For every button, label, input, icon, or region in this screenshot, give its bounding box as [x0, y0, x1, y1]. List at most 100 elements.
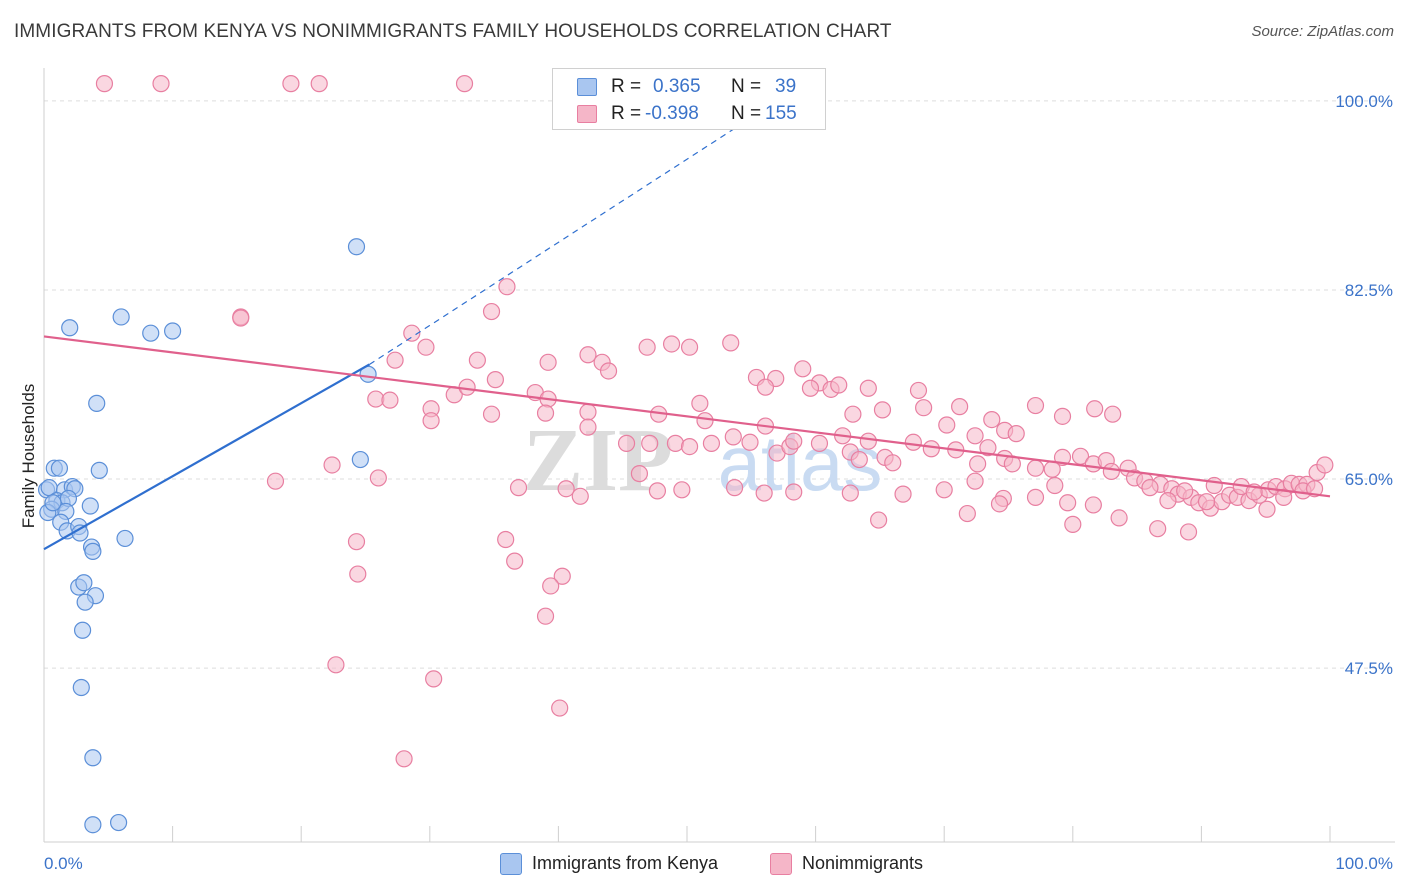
nonimmigrant-point [1059, 494, 1077, 512]
nonimmigrant-point [725, 479, 744, 497]
nonimmigrant-point [1141, 479, 1159, 497]
y-tick-label: 100.0% [1335, 92, 1393, 111]
axes [43, 68, 1395, 843]
nonimmigrant-point [232, 309, 250, 327]
kenya-point [81, 497, 99, 515]
nonimmigrant-point [641, 434, 659, 452]
legend-r-label: R = [611, 103, 642, 124]
kenya-point [112, 308, 130, 326]
nonimmigrant-point [425, 670, 443, 688]
nonimmigrant-point [509, 479, 528, 497]
nonimmigrant-point [1305, 480, 1324, 498]
nonimmigrant-point [794, 360, 812, 378]
kenya-point [116, 529, 134, 548]
nonimmigrant-point [403, 324, 421, 342]
nonimmigrant-point [551, 699, 569, 717]
nonimmigrant-point [1258, 500, 1276, 518]
tick-labels: 47.5% 65.0% 82.5% 100.0% 0.0% 100.0% [44, 92, 1393, 873]
kenya-point [84, 542, 102, 560]
nonimmigrant-point [841, 484, 859, 502]
nonimmigrant-point [1176, 482, 1194, 500]
nonimmigrant-point [915, 399, 933, 417]
nonimmigrant-point [497, 530, 515, 549]
nonimmigrant-point [539, 353, 557, 371]
nonimmigrant-point [579, 418, 597, 436]
nonimmigrant-point [935, 481, 953, 499]
watermark-zip: ZIP [523, 411, 673, 510]
kenya-point [164, 322, 182, 340]
kenya-point [347, 238, 366, 256]
nonimmigrant-point [1046, 476, 1064, 495]
nonimmigrant-point [691, 394, 709, 412]
legend-r-value: -0.398 [645, 103, 699, 124]
chart-title: IMMIGRANTS FROM KENYA VS NONIMMIGRANTS F… [14, 21, 892, 42]
series-nonimmigrants-points [95, 75, 1334, 768]
nonimmigrant-point [381, 391, 399, 409]
kenya-point [84, 816, 102, 834]
kenya-trend-extension [369, 93, 788, 365]
nonimmigrant-point [349, 565, 367, 583]
nonimmigrant-point [850, 450, 868, 469]
nonimmigrant-point [579, 403, 597, 421]
nonimmigrant-point [638, 338, 656, 356]
nonimmigrant-point [1159, 492, 1177, 510]
legend-n-value: 155 [765, 103, 797, 124]
legend-n-label: N = [731, 76, 762, 97]
y-tick-label: 47.5% [1345, 659, 1393, 678]
nonimmigrant-point [1205, 476, 1223, 495]
nonimmigrant-point [482, 302, 501, 321]
kenya-point [351, 450, 369, 469]
nonimmigrant-point [979, 439, 997, 457]
nonimmigrant-point [310, 75, 328, 93]
nonimmigrant-point [266, 472, 285, 490]
nonimmigrant-point [922, 440, 940, 458]
nonimmigrant-point [894, 485, 912, 503]
y-axis-label: Family Households [19, 384, 38, 529]
nonimmigrant-point [938, 416, 956, 434]
nonimmigrant-point [617, 434, 636, 452]
nonimmigrant-point [884, 454, 902, 472]
nonimmigrant-point [282, 75, 300, 93]
y-tick-label: 65.0% [1345, 470, 1393, 489]
x-tick-label-min: 0.0% [44, 854, 83, 873]
kenya-point [84, 749, 102, 767]
nonimmigrant-trend-line [43, 335, 1331, 498]
nonimmigrant-point [1053, 448, 1072, 467]
nonimmigrant-point [1064, 515, 1082, 533]
legend-swatch-blue [577, 78, 597, 96]
kenya-point [109, 813, 128, 832]
nonimmigrant-point [1026, 396, 1045, 415]
nonimmigrant-point [1179, 523, 1198, 541]
nonimmigrant-point [844, 405, 862, 423]
nonimmigrant-point [724, 428, 742, 446]
nonimmigrant-point [347, 533, 366, 551]
nonimmigrant-point [571, 487, 589, 505]
nonimmigrant-point [1053, 407, 1072, 425]
legend-swatch-pink [577, 105, 597, 123]
nonimmigrant-point [785, 483, 803, 501]
nonimmigrant-point [1110, 509, 1128, 527]
bottom-legend-swatch-pink [770, 853, 792, 875]
kenya-point [50, 459, 69, 477]
kenya-trend-line [43, 363, 370, 551]
nonimmigrant-point [666, 434, 685, 452]
kenya-point [72, 678, 90, 697]
nonimmigrant-point [966, 472, 984, 490]
nonimmigrant-point [506, 552, 524, 570]
nonimmigrant-point [741, 433, 759, 451]
legend-row-kenya: R = 0.365 N = 39 [553, 74, 825, 100]
nonimmigrant-point [801, 379, 820, 397]
legend-n-label: N = [731, 103, 762, 124]
nonimmigrant-point [542, 577, 560, 595]
nonimmigrant-point [696, 412, 714, 430]
nonimmigrant-point [1084, 496, 1102, 514]
nonimmigrant-point [630, 465, 649, 483]
nonimmigrant-point [599, 362, 618, 380]
trend-lines [43, 93, 1331, 551]
grid-lines [44, 100, 1395, 669]
kenya-point [90, 461, 108, 479]
nonimmigrant-point [680, 338, 699, 356]
nonimmigrant-point [455, 75, 474, 93]
nonimmigrant-point [969, 455, 987, 473]
